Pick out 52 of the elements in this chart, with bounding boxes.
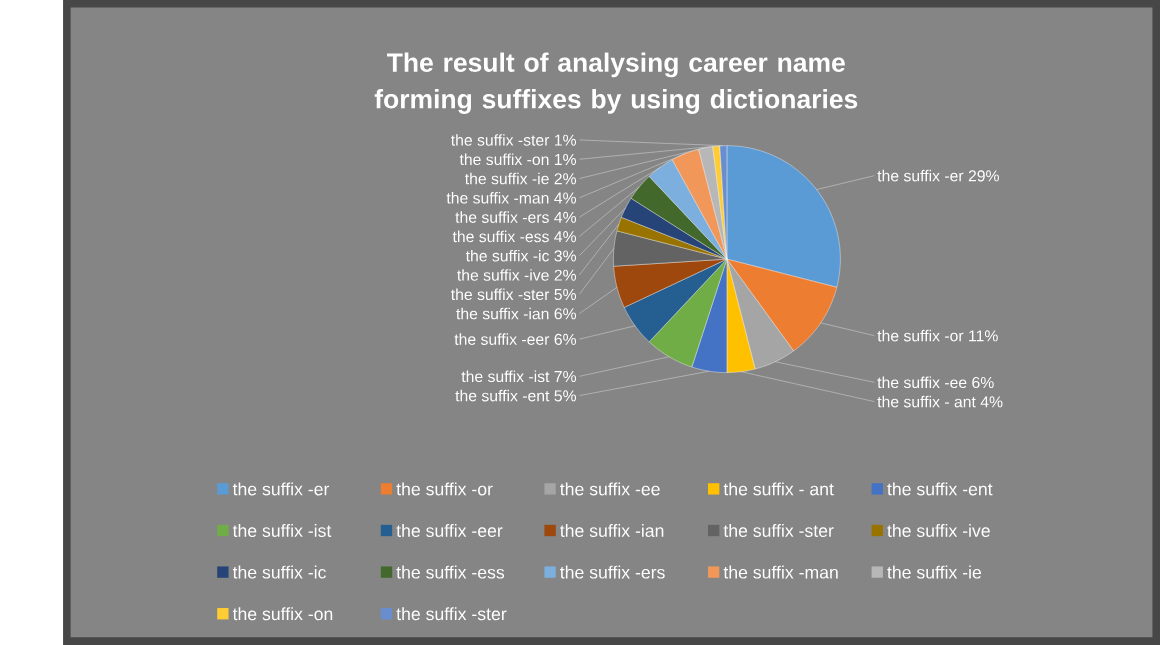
legend-label: the suffix -er (232, 482, 330, 496)
slice-label: the suffix -ers (455, 211, 549, 223)
slice-label: the suffix -er (877, 169, 964, 182)
slice-label: the suffix -ie (465, 172, 549, 185)
data-label: 2% (554, 269, 577, 281)
slice-label: the suffix -ian (456, 307, 549, 320)
data-label: 2% (554, 173, 577, 185)
data-label: 1% (555, 134, 577, 146)
data-label: 6% (972, 376, 994, 389)
data-label: 6% (554, 333, 577, 345)
data-label: 4% (554, 192, 577, 204)
slice-label: the suffix -ee (877, 376, 967, 389)
data-label: 6% (554, 308, 577, 320)
legend-label: the suffix -ist (232, 524, 332, 538)
legend-label: the suffix -ster (723, 524, 834, 538)
slice-label: the suffix -ent (455, 389, 550, 402)
data-label: 4% (980, 396, 1003, 408)
slice-label: the suffix -or (877, 329, 964, 342)
data-label: 3% (554, 250, 577, 262)
slice-label: the suffix -ster (450, 134, 550, 146)
legend-label: the suffix -ent (887, 482, 993, 496)
legend-label: the suffix -ess (396, 565, 505, 579)
legend-label: the suffix - ant (723, 482, 834, 496)
slice-label: the suffix -man (446, 192, 549, 204)
slice-label: the suffix -ist (461, 370, 550, 383)
data-label: 5% (554, 390, 577, 402)
data-label: 4% (554, 211, 577, 223)
slice-label: the suffix -ster (450, 288, 550, 301)
data-label: 7% (554, 371, 577, 383)
slice-label: the suffix -ess (452, 230, 549, 243)
slice-label: the suffix -ive (457, 269, 549, 281)
legend-label: the suffix -ie (887, 565, 982, 579)
data-label: 11% (969, 330, 998, 342)
data-label: 5% (554, 289, 577, 301)
slice-label: the suffix - ant (877, 395, 976, 408)
legend-label: the suffix -or (396, 482, 493, 496)
legend-label: the suffix -ive (887, 524, 990, 538)
slice-label: the suffix -on (459, 153, 549, 166)
legend-label: the suffix -on (232, 607, 333, 621)
data-label: 29% (968, 170, 999, 182)
legend-label: the suffix -man (723, 565, 838, 579)
legend-label: the suffix -ster (396, 607, 507, 621)
legend-label: the suffix -eer (396, 524, 503, 538)
chart-title: The result of analysing career name forming suffixes by using dictionaries (374, 52, 858, 114)
legend-label: the suffix -ic (232, 565, 326, 579)
legend-label: the suffix -ian (560, 524, 664, 538)
legend-label: the suffix -ee (560, 482, 660, 496)
legend-label: the suffix -ers (560, 565, 665, 579)
data-label: 1% (555, 153, 577, 166)
slice-label: the suffix -eer (454, 333, 550, 345)
data-label: 4% (554, 231, 577, 243)
slice-label: the suffix -ic (465, 249, 550, 262)
